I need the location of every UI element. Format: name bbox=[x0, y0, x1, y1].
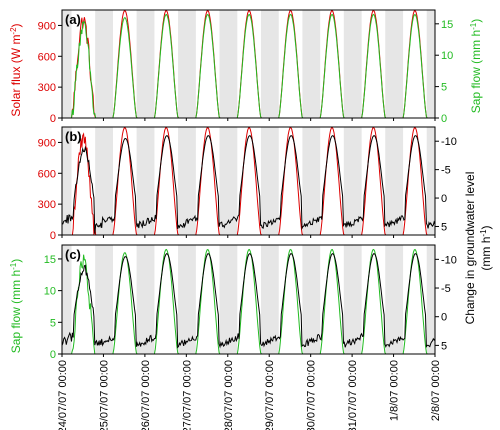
x-tick-label: 26/07/07 00:00 bbox=[140, 360, 152, 430]
series-line-0 bbox=[62, 9, 435, 119]
left-tick-label: 0 bbox=[50, 113, 56, 125]
night-band bbox=[302, 127, 321, 235]
night-band bbox=[302, 10, 321, 118]
groundwater-title-line2-close: ) bbox=[479, 225, 493, 229]
panel-a-right-title-close: ) bbox=[469, 19, 483, 23]
left-tick-label: 5 bbox=[50, 317, 56, 329]
left-tick-label: 15 bbox=[44, 254, 56, 266]
right-tick-label: -5 bbox=[441, 283, 451, 295]
panel-c-left-title-close: ) bbox=[9, 259, 23, 263]
night-band bbox=[260, 245, 279, 354]
right-tick-label: -10 bbox=[441, 136, 457, 148]
panel-label: (b) bbox=[65, 129, 82, 144]
night-band bbox=[426, 10, 435, 118]
night-band bbox=[426, 245, 435, 354]
night-band bbox=[62, 245, 72, 354]
groundwater-title-line2-main: (mm h bbox=[479, 237, 493, 271]
left-tick-label: 900 bbox=[38, 20, 56, 32]
right-tick-label: 15 bbox=[441, 19, 453, 31]
left-tick-label: 300 bbox=[38, 82, 56, 94]
x-tick-label: 2/8/07 00:00 bbox=[430, 360, 442, 421]
panel-label: (a) bbox=[65, 12, 81, 27]
x-tick-labels: 24/07/07 00:00 25/07/07 00:00 26/07/07 00:… bbox=[57, 360, 442, 430]
series-line-1 bbox=[62, 13, 435, 119]
right-tick-label: 5 bbox=[441, 82, 447, 94]
night-band bbox=[136, 245, 155, 354]
night-band bbox=[62, 127, 72, 235]
plot-frame bbox=[61, 9, 436, 119]
night-band bbox=[385, 127, 404, 235]
night-band bbox=[136, 127, 155, 235]
panel-c-left-title-main: Sap flow (mm h bbox=[9, 270, 23, 353]
series-line-0 bbox=[62, 126, 435, 236]
panel-b: 0 300 600 900 -10 -5 0 5 (b) bbox=[38, 126, 457, 242]
night-band bbox=[62, 10, 72, 118]
night-band bbox=[95, 245, 113, 354]
night-band bbox=[302, 245, 321, 354]
panel-c-left-title-sup: -1 bbox=[9, 262, 18, 270]
left-tick-label: 900 bbox=[38, 137, 56, 149]
left-tick-label: 600 bbox=[38, 168, 56, 180]
panel-label: (c) bbox=[65, 247, 81, 262]
night-band bbox=[385, 10, 404, 118]
right-tick-label: -5 bbox=[441, 165, 451, 177]
series-line-1 bbox=[61, 253, 436, 349]
left-tick-label: 0 bbox=[50, 230, 56, 242]
x-tick-label: 31/07/07 00:00 bbox=[347, 360, 359, 430]
night-band bbox=[95, 10, 113, 118]
x-tick-label: 30/07/07 00:00 bbox=[306, 360, 318, 430]
right-tick-label: 5 bbox=[441, 221, 447, 233]
panel-a-left-title-main: Solar flux (W m bbox=[9, 35, 23, 117]
night-band bbox=[343, 245, 362, 354]
right-tick-label: 10 bbox=[441, 50, 453, 62]
right-tick-label: 0 bbox=[441, 312, 447, 324]
right-tick-label: 0 bbox=[441, 113, 447, 125]
panel-a-right-title-main: Sap flow (mm h bbox=[469, 30, 483, 113]
right-tick-label: 0 bbox=[441, 193, 447, 205]
left-tick-label: 300 bbox=[38, 199, 56, 211]
x-tick-label: 24/07/07 00:00 bbox=[57, 360, 69, 430]
plot-frame bbox=[61, 244, 436, 355]
panel-a: 0 300 600 900 0 5 10 15 (a) bbox=[38, 9, 453, 125]
right-tick-label: 5 bbox=[441, 340, 447, 352]
night-band bbox=[343, 10, 362, 118]
groundwater-axis-title-line2: (mm h-1) bbox=[479, 225, 494, 270]
night-band bbox=[178, 245, 196, 354]
night-band bbox=[178, 127, 196, 235]
panel-c: 0 5 10 15 -10 -5 0 5 (c) bbox=[44, 244, 457, 361]
left-tick-label: 10 bbox=[44, 286, 56, 298]
night-band bbox=[219, 127, 238, 235]
panel-a-left-title-close: ) bbox=[9, 23, 23, 27]
x-tick-label: 25/07/07 00:00 bbox=[98, 360, 110, 430]
panel-a-left-title-sup: -2 bbox=[9, 27, 18, 35]
panel-a-right-title-sup: -1 bbox=[469, 22, 478, 30]
night-band bbox=[343, 127, 362, 235]
night-band bbox=[136, 10, 155, 118]
night-band bbox=[385, 245, 404, 354]
panel-c-left-axis-title: Sap flow (mm h-1) bbox=[9, 259, 24, 353]
panel-a-left-axis-title: Solar flux (W m-2) bbox=[9, 23, 24, 116]
left-tick-label: 600 bbox=[38, 51, 56, 63]
night-band bbox=[95, 127, 113, 235]
night-band bbox=[219, 10, 238, 118]
left-tick-label: 0 bbox=[50, 349, 56, 361]
night-band bbox=[178, 10, 196, 118]
right-tick-label: -10 bbox=[441, 254, 457, 266]
night-band bbox=[260, 127, 279, 235]
night-band bbox=[260, 10, 279, 118]
x-tick-label: 1/8/07 00:00 bbox=[389, 360, 401, 421]
groundwater-axis-title-line1: Change in groundwater level bbox=[463, 172, 477, 325]
groundwater-title-line2-sup: -1 bbox=[479, 229, 488, 237]
plot-frame bbox=[61, 126, 436, 236]
panel-a-right-axis-title: Sap flow (mm h-1) bbox=[469, 19, 484, 113]
series-line-0 bbox=[62, 248, 435, 355]
night-band bbox=[219, 245, 238, 354]
x-tick-label: 29/07/07 00:00 bbox=[264, 360, 276, 430]
x-tick-label: 27/07/07 00:00 bbox=[181, 360, 193, 430]
night-band bbox=[426, 127, 435, 235]
x-tick-label: 28/07/07 00:00 bbox=[223, 360, 235, 430]
series-line-1 bbox=[61, 135, 436, 234]
